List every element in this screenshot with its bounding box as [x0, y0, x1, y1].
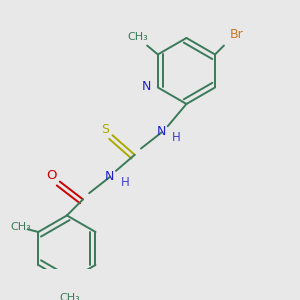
Text: CH₃: CH₃ [59, 292, 80, 300]
Text: H: H [121, 176, 129, 189]
Text: O: O [46, 169, 57, 182]
Text: CH₃: CH₃ [128, 32, 148, 42]
Text: N: N [142, 80, 151, 93]
Text: N: N [105, 170, 114, 183]
Text: CH₃: CH₃ [10, 223, 31, 232]
Text: S: S [101, 123, 109, 136]
Text: N: N [157, 125, 166, 138]
Text: Br: Br [230, 28, 243, 41]
Text: H: H [172, 131, 181, 144]
